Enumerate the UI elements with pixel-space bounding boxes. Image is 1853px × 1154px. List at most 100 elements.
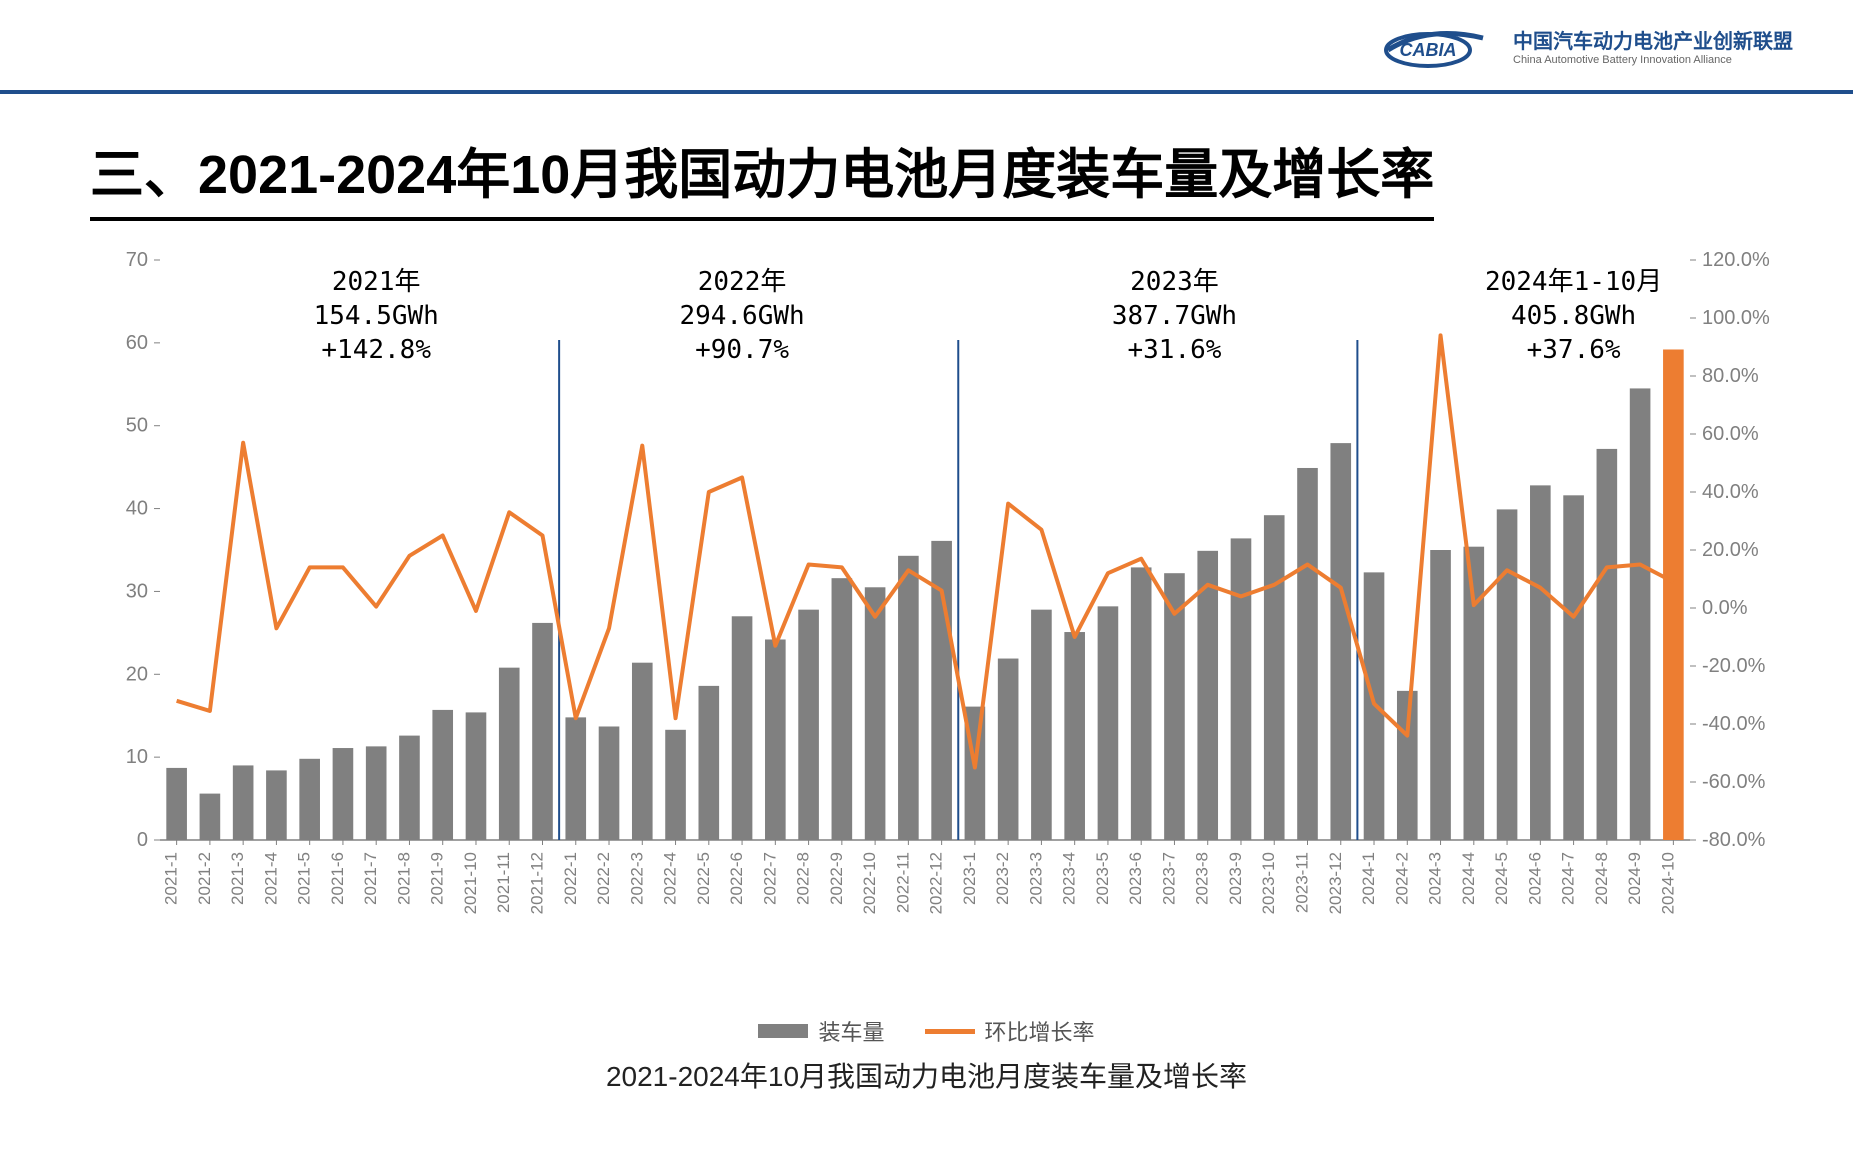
bar [1297,468,1318,840]
x-label: 2023-7 [1159,852,1178,905]
x-label: 2022-3 [627,852,646,905]
logo: CABIA 中国汽车动力电池产业创新联盟 China Automotive Ba… [1383,20,1793,70]
bar [698,686,719,840]
bar [266,770,287,840]
bar [565,717,586,840]
x-label: 2021-10 [461,852,480,914]
legend: 装车量 环比增长率 [0,1015,1853,1047]
x-label: 2021-12 [528,852,547,914]
page-title: 三、2021-2024年10月我国动力电池月度装车量及增长率 [90,130,1434,221]
org-name-cn: 中国汽车动力电池产业创新联盟 [1513,25,1793,54]
x-label: 2024-1 [1359,852,1378,905]
svg-text:60: 60 [126,332,148,354]
x-label: 2021-7 [361,852,380,905]
bar [1098,606,1119,840]
legend-line-label: 环比增长率 [985,1015,1095,1047]
annotation-line: 2021年 [332,267,421,297]
svg-text:-20.0%: -20.0% [1702,655,1766,677]
bar [366,746,387,840]
svg-text:0.0%: 0.0% [1702,597,1748,619]
x-label: 2024-9 [1625,852,1644,905]
x-label: 2021-6 [328,852,347,905]
legend-line: 环比增长率 [925,1015,1095,1047]
x-label: 2021-3 [228,852,247,905]
x-label: 2021-5 [295,852,314,905]
x-label: 2021-2 [195,852,214,905]
x-label: 2021-9 [428,852,447,905]
bar [1131,567,1152,840]
bar [1497,509,1518,840]
caption: 2021-2024年10月我国动力电池月度装车量及增长率 [0,1055,1853,1095]
svg-text:-80.0%: -80.0% [1702,829,1766,851]
svg-text:10: 10 [126,746,148,768]
bar [765,639,786,840]
annotation-line: 387.7GWh [1112,301,1237,331]
bar [1530,485,1551,840]
annotation-line: +37.6% [1527,335,1621,365]
svg-text:-40.0%: -40.0% [1702,713,1766,735]
bar [233,765,254,840]
header-rule [0,90,1853,94]
svg-text:100.0%: 100.0% [1702,307,1770,329]
x-label: 2024-8 [1592,852,1611,905]
svg-text:70: 70 [126,249,148,271]
x-label: 2024-6 [1525,852,1544,905]
bar [1031,610,1052,840]
x-label: 2022-8 [794,852,813,905]
x-label: 2024-7 [1559,852,1578,905]
annotation-line: 154.5GWh [314,301,439,331]
legend-bar-swatch [758,1024,808,1038]
x-label: 2021-8 [394,852,413,905]
bar [1231,538,1252,840]
bar [399,736,420,840]
x-label: 2023-9 [1226,852,1245,905]
bar [200,794,221,840]
x-label: 2021-1 [162,852,181,905]
bar [1663,349,1684,840]
x-label: 2023-11 [1293,852,1312,913]
bar [1064,632,1085,840]
x-label: 2023-12 [1326,852,1345,914]
x-label: 2022-6 [727,852,746,905]
x-label: 2024-5 [1492,852,1511,905]
annotation-line: 2023年 [1130,267,1219,297]
bar [665,730,686,840]
svg-text:30: 30 [126,580,148,602]
annotation-line: +31.6% [1127,335,1221,365]
x-label: 2021-11 [494,852,513,913]
legend-bar: 装车量 [758,1015,884,1047]
chart: 010203040506070-80.0%-60.0%-40.0%-20.0%0… [90,240,1780,1000]
x-label: 2024-3 [1426,852,1445,905]
bar [1430,550,1451,840]
x-label: 2024-4 [1459,852,1478,905]
bar [1330,443,1351,840]
x-label: 2024-10 [1658,852,1677,914]
annotation-line: +90.7% [695,335,789,365]
svg-text:CABIA: CABIA [1400,40,1457,60]
x-label: 2023-2 [993,852,1012,905]
bar [1563,495,1584,840]
svg-text:120.0%: 120.0% [1702,249,1770,271]
x-label: 2023-10 [1259,852,1278,914]
legend-bar-label: 装车量 [818,1015,884,1047]
x-label: 2022-2 [594,852,613,905]
x-label: 2023-8 [1193,852,1212,905]
x-label: 2023-4 [1060,852,1079,905]
x-label: 2023-1 [960,852,979,905]
x-label: 2022-1 [561,852,580,905]
bar [1264,515,1285,840]
bar [1197,551,1218,840]
x-label: 2022-12 [927,852,946,914]
x-label: 2024-2 [1392,852,1411,905]
bar [166,768,187,840]
annotation-line: 2022年 [698,267,787,297]
svg-text:50: 50 [126,415,148,437]
bar [333,748,354,840]
bar [599,726,620,840]
annotation-line: 2024年1-10月 [1485,267,1662,297]
x-label: 2022-11 [893,852,912,913]
x-label: 2023-6 [1126,852,1145,905]
bar [299,759,320,840]
svg-text:0: 0 [137,829,148,851]
logo-icon: CABIA [1383,20,1503,70]
